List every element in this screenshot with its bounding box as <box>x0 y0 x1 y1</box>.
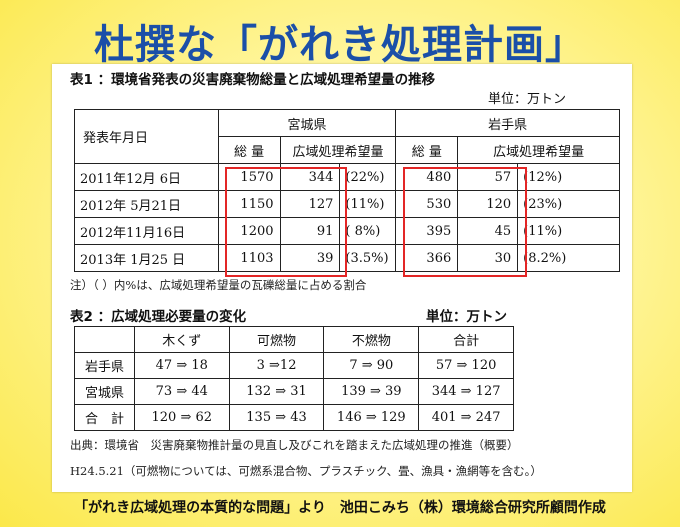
table-row: 2011年12月 6日 1570 344 (22%) 480 57 (12%) <box>74 163 620 191</box>
table-cell: 120 ⇒ 62 <box>133 404 230 431</box>
iwate-wide-cell: 120 <box>457 190 519 218</box>
table-cell: 3 ⇒12 <box>228 352 325 379</box>
iwate-total-cell: 366 <box>395 244 459 272</box>
table2-caption: 表2 ：広域処理必要量の変化 <box>70 309 247 325</box>
iwate-highlight-box <box>403 167 527 277</box>
miyagi-wide-header: 広域処理希望量 <box>279 136 397 164</box>
date-cell: 2013年 1月25 日 <box>74 244 219 272</box>
iwate-pct-cell: (12%) <box>517 163 620 191</box>
miyagi-pct-cell: (11%) <box>339 190 397 218</box>
footer-credit: 「がれき広域処理の本質的な問題」より 池田こみち（株）環境総合研究所顧問作成 <box>74 500 606 516</box>
table-cell: 401 ⇒ 247 <box>418 404 514 431</box>
date-cell: 2012年11月16日 <box>74 217 219 245</box>
iwate-header: 岩手県 <box>395 109 620 137</box>
date-cell: 2011年12月 6日 <box>74 163 219 191</box>
iwate-wide-cell: 30 <box>457 244 519 272</box>
table-cell: 57 ⇒ 120 <box>418 352 514 379</box>
table-cell: 344 ⇒ 127 <box>418 378 514 405</box>
iwate-pct-cell: (23%) <box>517 190 620 218</box>
miyagi-pct-cell: (22%) <box>339 163 397 191</box>
iwate-total-cell: 395 <box>395 217 459 245</box>
iwate-total-cell: 530 <box>395 190 459 218</box>
header-combustible: 可燃物 <box>228 326 325 353</box>
iwate-pct-cell: (8.2%) <box>517 244 620 272</box>
table-row: 宮城県 73 ⇒ 44 132 ⇒ 31 139 ⇒ 39 344 ⇒ 127 <box>74 378 514 405</box>
miyagi-wide-cell: 39 <box>279 244 341 272</box>
document-image: 表1 ：環境省発表の災害廃棄物総量と広域処理希望量の推移 単位：万トン 発表年月… <box>52 64 632 492</box>
row-label: 岩手県 <box>74 352 135 379</box>
table-row: 2012年 5月21日 1150 127 (11%) 530 120 (23%) <box>74 190 620 218</box>
iwate-total-header: 総 量 <box>395 136 459 164</box>
table-cell: 7 ⇒ 90 <box>323 352 420 379</box>
row-label: 宮城県 <box>74 378 135 405</box>
table-row: 2012年11月16日 1200 91 ( 8%) 395 45 (11%) <box>74 217 620 245</box>
row-label: 合 計 <box>74 404 135 431</box>
miyagi-highlight-box <box>225 167 347 277</box>
corner-cell <box>74 326 135 353</box>
miyagi-total-header: 総 量 <box>217 136 281 164</box>
iwate-pct-cell: (11%) <box>517 217 620 245</box>
header-total: 合計 <box>418 326 514 353</box>
iwate-wide-cell: 45 <box>457 217 519 245</box>
miyagi-total-cell: 1200 <box>217 217 281 245</box>
table1-note: 注）（ ）内%は、広域処理希望量の瓦礫総量に占める割合 <box>70 278 367 292</box>
table-row: 2013年 1月25 日 1103 39 (3.5%) 366 30 (8.2%… <box>74 244 620 272</box>
table1-unit: 単位：万トン <box>488 92 567 107</box>
miyagi-pct-cell: (3.5%) <box>339 244 397 272</box>
miyagi-wide-cell: 91 <box>279 217 341 245</box>
table-cell: 139 ⇒ 39 <box>323 378 420 405</box>
slide-title: 杜撰な「がれき処理計画」 <box>94 22 586 68</box>
miyagi-total-cell: 1150 <box>217 190 281 218</box>
table-cell: 135 ⇒ 43 <box>228 404 325 431</box>
table-row: 岩手県 47 ⇒ 18 3 ⇒12 7 ⇒ 90 57 ⇒ 120 <box>74 352 514 379</box>
table1-caption: 表1 ：環境省発表の災害廃棄物総量と広域処理希望量の推移 <box>70 72 436 88</box>
miyagi-pct-cell: ( 8%) <box>339 217 397 245</box>
table-cell: 73 ⇒ 44 <box>133 378 230 405</box>
table1: 発表年月日 宮城県 岩手県 総 量 広域処理希望量 総 量 広域処理希望量 20… <box>74 109 620 272</box>
source-line-1: 出典：環境省 災害廃棄物推計量の見直し及びこれを踏まえた広域処理の推進（概要） <box>70 438 519 452</box>
header-wood: 木くず <box>133 326 230 353</box>
miyagi-header: 宮城県 <box>217 109 397 137</box>
table-cell: 132 ⇒ 31 <box>228 378 325 405</box>
table2-unit: 単位：万トン <box>426 309 507 325</box>
table-row: 合 計 120 ⇒ 62 135 ⇒ 43 146 ⇒ 129 401 ⇒ 24… <box>74 404 514 431</box>
iwate-wide-header: 広域処理希望量 <box>457 136 620 164</box>
table-cell: 146 ⇒ 129 <box>323 404 420 431</box>
table2: 木くず 可燃物 不燃物 合計 岩手県 47 ⇒ 18 3 ⇒12 7 ⇒ 90 … <box>74 326 514 431</box>
source-line-2: H24.5.21（可燃物については、可燃系混合物、プラスチック、畳、漁具・漁網等… <box>70 464 542 478</box>
header-noncombustible: 不燃物 <box>323 326 420 353</box>
date-header: 発表年月日 <box>74 109 219 164</box>
table-cell: 47 ⇒ 18 <box>133 352 230 379</box>
miyagi-total-cell: 1103 <box>217 244 281 272</box>
date-cell: 2012年 5月21日 <box>74 190 219 218</box>
